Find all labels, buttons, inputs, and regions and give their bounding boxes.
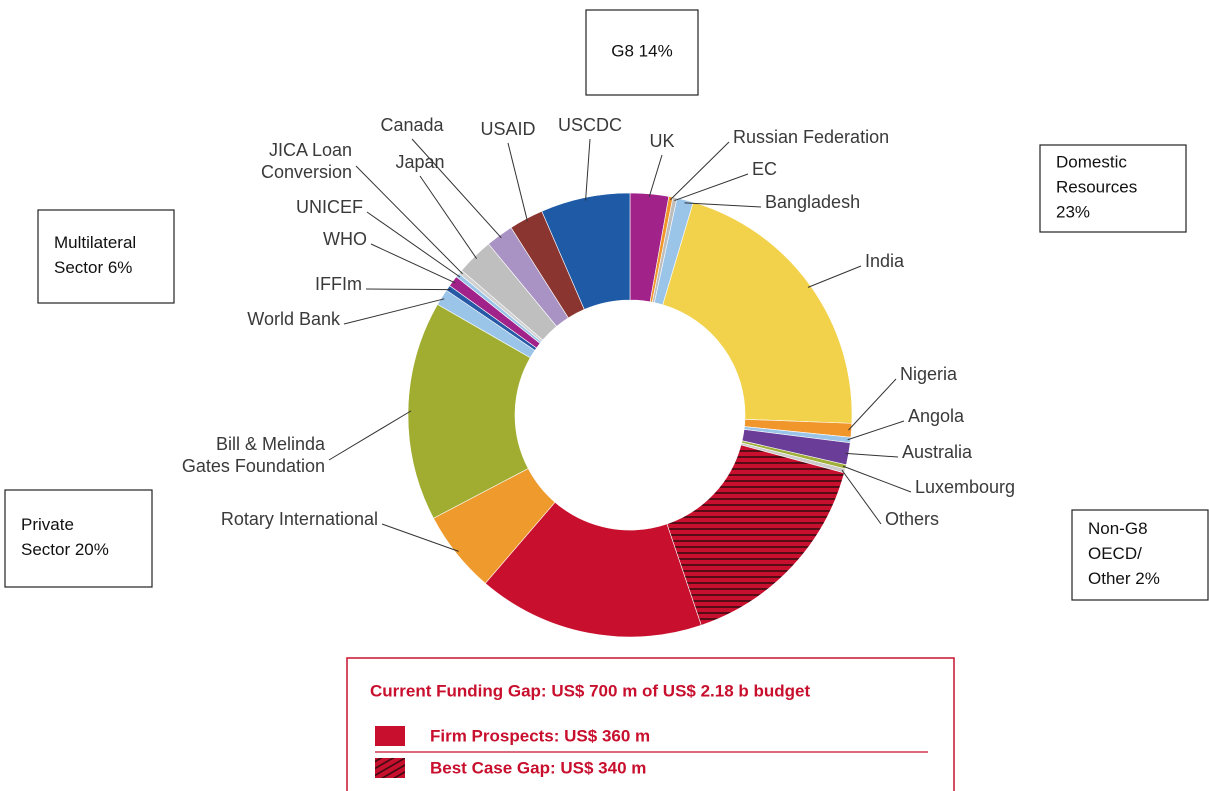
slice-label: Luxembourg — [915, 477, 1015, 497]
group-box — [37, 209, 175, 304]
slice-label: USCDC — [558, 115, 622, 135]
group-box — [585, 9, 699, 96]
legend-label: Best Case Gap: US$ 340 m — [430, 758, 646, 777]
leader-line — [841, 469, 882, 525]
group-label: Non-G8 OECD/Other 2% — [1088, 519, 1160, 588]
slice-label: Bangladesh — [765, 192, 860, 212]
slice-label: JICA Loan Conversion — [261, 140, 352, 182]
leader-line — [670, 141, 730, 201]
slice-label: Others — [885, 509, 939, 529]
leader-line — [842, 465, 912, 493]
group-box — [1039, 144, 1187, 233]
group-box — [4, 489, 153, 588]
legend-swatch — [375, 726, 405, 746]
leader-line — [366, 211, 461, 278]
slice-label: Canada — [380, 115, 444, 135]
leader-line — [507, 142, 529, 222]
leader-line — [807, 265, 862, 288]
slice-label: Russian Federation — [733, 127, 889, 147]
slice-label: Nigeria — [900, 364, 958, 384]
leader-line — [845, 452, 899, 458]
leader-line — [355, 165, 463, 275]
slice-label: WHO — [323, 229, 367, 249]
slice-label: UNICEF — [296, 197, 363, 217]
slice-label: Rotary International — [221, 509, 378, 529]
leader-line — [328, 410, 412, 461]
leader-line — [674, 173, 749, 202]
legend-title: Current Funding Gap: US$ 700 m of US$ 2.… — [370, 681, 811, 700]
legend-box — [346, 657, 955, 791]
leader-line — [370, 243, 456, 284]
leader-line — [684, 202, 762, 208]
legend-swatch — [375, 758, 405, 778]
group-label: Private Sector 20% — [21, 515, 109, 559]
slice-label: Angola — [908, 406, 965, 426]
leader-line — [648, 154, 663, 197]
slice — [666, 444, 845, 626]
leader-line — [847, 420, 905, 441]
group-label: Domestic Resources 23% — [1056, 153, 1137, 222]
group-box — [1071, 509, 1209, 601]
leader-line — [585, 138, 591, 201]
leader-line — [411, 138, 502, 239]
leader-line — [419, 175, 478, 259]
slice-label: Australia — [902, 442, 973, 462]
group-label: G8 14% — [611, 42, 672, 61]
slice-label: UK — [649, 131, 674, 151]
leader-line — [848, 378, 897, 431]
slice-label: Bill & Melinda Gates Foundation — [182, 434, 326, 476]
legend-label: Firm Prospects: US$ 360 m — [430, 726, 650, 745]
slice — [662, 201, 853, 424]
group-label: Multilateral Sector 6% — [54, 233, 136, 277]
slice — [541, 192, 631, 310]
slice-label: IFFIm — [315, 274, 362, 294]
slice-label: Japan — [395, 152, 444, 172]
slice — [407, 303, 531, 519]
leader-line — [365, 288, 451, 291]
slice-label: EC — [752, 159, 777, 179]
slice-label: India — [865, 251, 905, 271]
leader-line — [381, 523, 459, 552]
slice — [484, 501, 702, 638]
slice-label: USAID — [480, 119, 535, 139]
slice-label: World Bank — [247, 309, 341, 329]
leader-line — [343, 298, 445, 325]
